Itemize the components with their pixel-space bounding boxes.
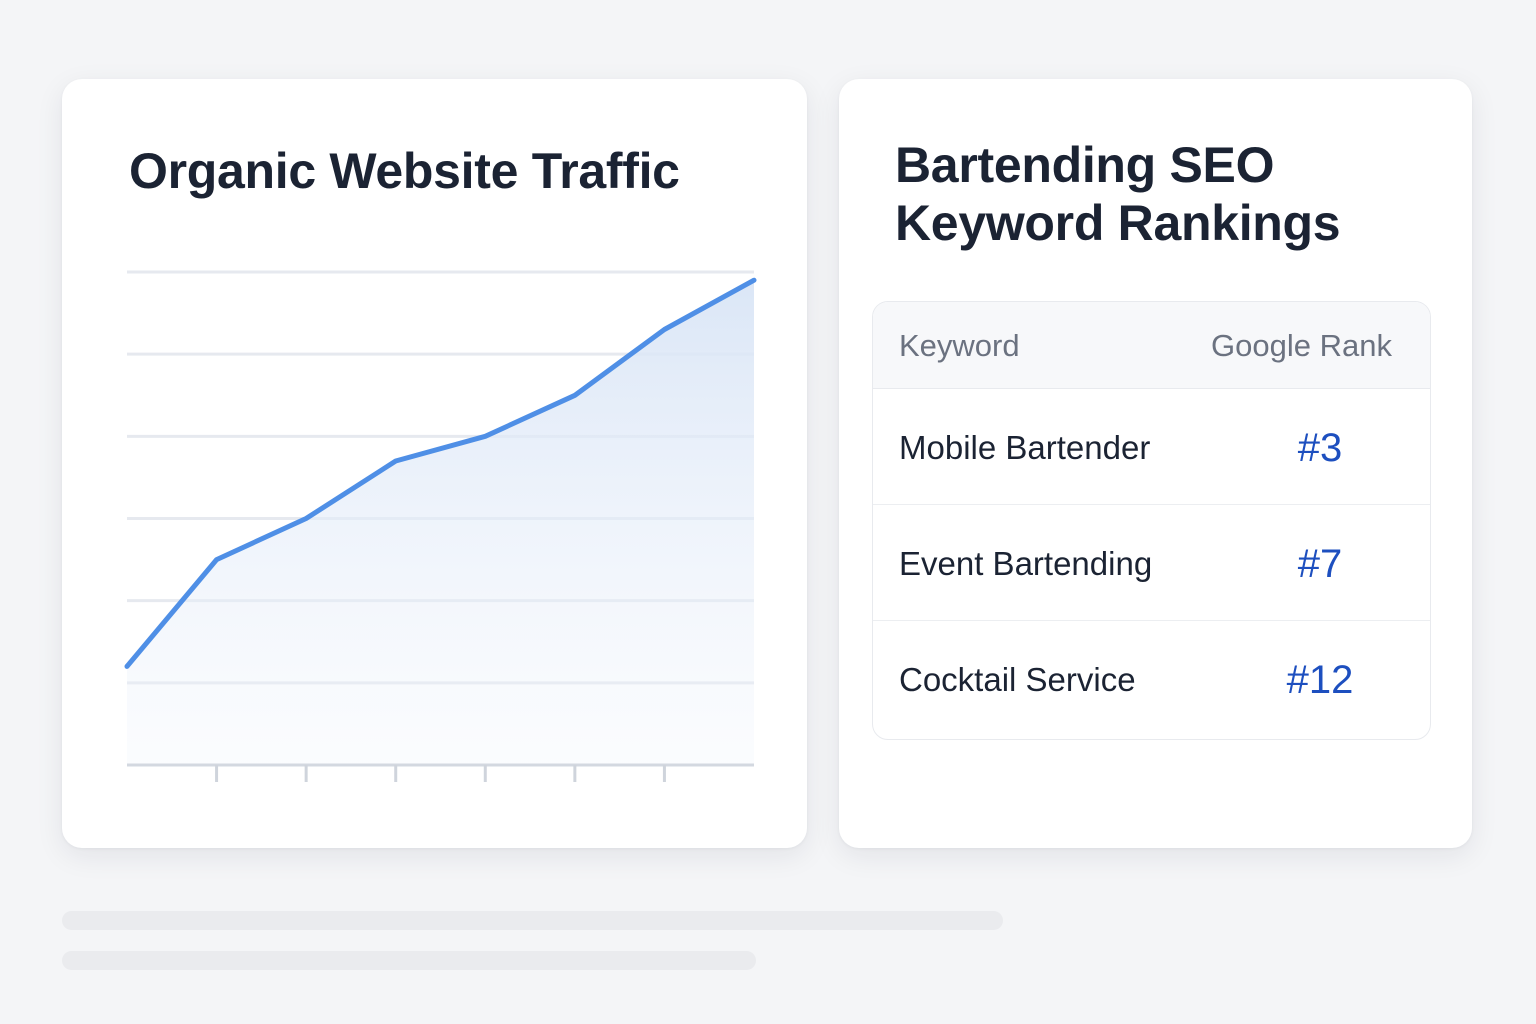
chart-title: Organic Website Traffic: [129, 143, 680, 199]
table-row: Mobile Bartender #3: [873, 389, 1430, 505]
keyword-cell: Mobile Bartender: [899, 429, 1151, 466]
rank-cell: #7: [1297, 542, 1343, 586]
keyword-rankings-card: Bartending SEO Keyword Rankings Keyword …: [839, 79, 1472, 848]
traffic-line: [124, 277, 757, 669]
rank-cell: #3: [1297, 426, 1343, 470]
keyword-cell: Event Bartending: [899, 545, 1153, 582]
rankings-table: Keyword Google Rank Mobile Bartender #3 …: [872, 301, 1431, 740]
rankings-title: Bartending SEO Keyword Rankings: [895, 137, 1341, 251]
table-row: Event Bartending #7: [873, 505, 1430, 621]
keyword-cell: Cocktail Service: [899, 661, 1136, 698]
traffic-chart: [124, 270, 757, 782]
traffic-card: Organic Website Traffic: [62, 79, 807, 848]
placeholder-text-bar: [62, 911, 1003, 930]
table-row: Cocktail Service #12: [873, 621, 1430, 737]
table-header: Keyword Google Rank: [873, 302, 1430, 389]
rank-cell: #12: [1286, 658, 1354, 702]
rank-column-header: Google Rank: [1211, 328, 1392, 363]
traffic-area: [127, 280, 754, 765]
placeholder-text-bar: [62, 951, 756, 970]
keyword-column-header: Keyword: [899, 328, 1020, 363]
